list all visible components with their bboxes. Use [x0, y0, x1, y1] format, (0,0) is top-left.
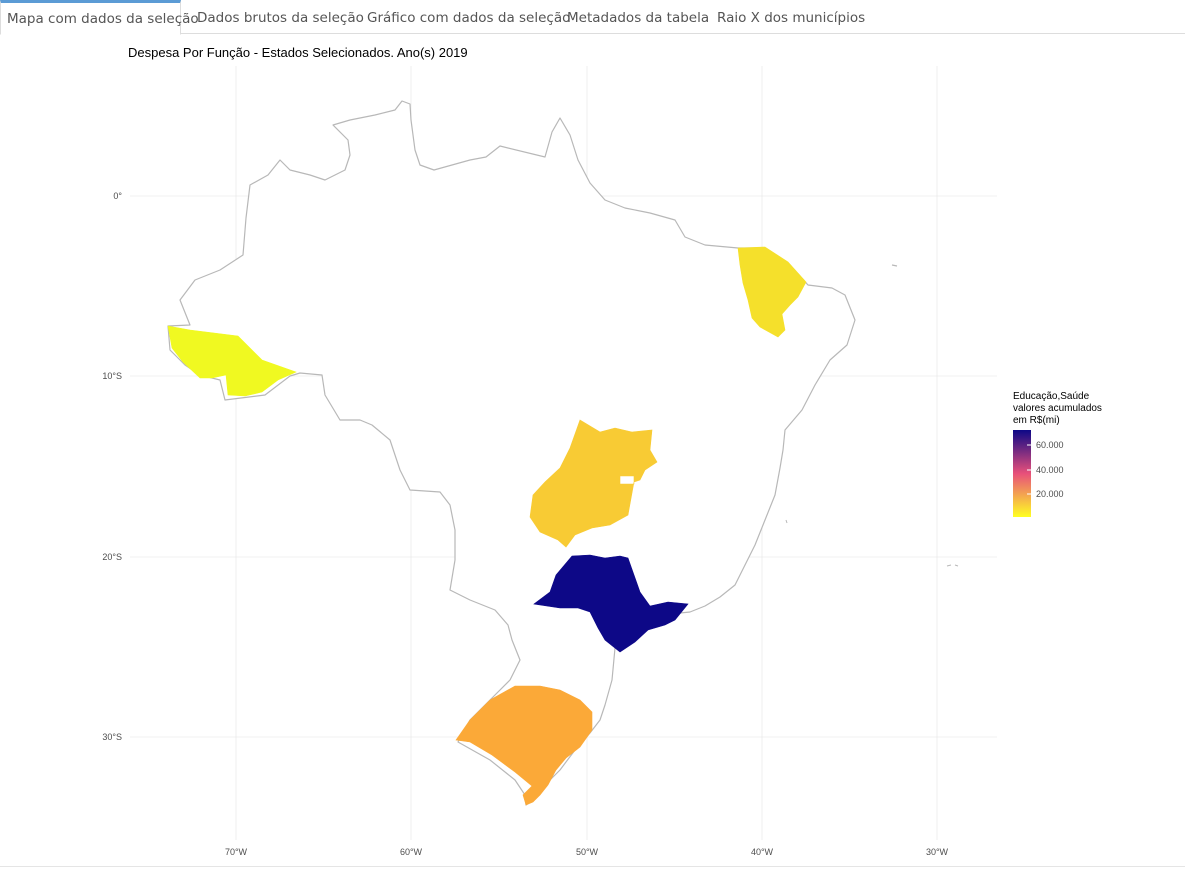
state-goias — [529, 419, 658, 548]
lat-tick-30s: 30°S — [102, 732, 122, 742]
island-trindade — [946, 564, 959, 567]
legend-tick-40000: 40.000 — [1036, 465, 1064, 475]
bottom-divider — [0, 866, 1185, 867]
legend-title-line-2: valores acumulados — [1013, 403, 1102, 414]
lat-tick-10s: 10°S — [102, 371, 122, 381]
state-acre — [167, 325, 297, 397]
lat-tick-0: 0° — [113, 191, 122, 201]
tab-metadata[interactable]: Metadados da tabela — [567, 10, 710, 26]
island-abrolhos — [785, 519, 788, 524]
map-chart: Despesa Por Função - Estados Selecionado… — [102, 45, 1102, 857]
tab-municipalities-xray[interactable]: Raio X dos municípios — [717, 10, 866, 26]
lon-tick-40w: 40°W — [751, 847, 774, 857]
legend-color-bar — [1013, 430, 1031, 517]
legend: Educação,Saúde valores acumulados em R$(… — [1013, 391, 1102, 517]
tab-raw-data[interactable]: Dados brutos da seleção — [197, 10, 364, 26]
state-rio-grande-do-sul — [455, 685, 593, 806]
lat-tick-20s: 20°S — [102, 552, 122, 562]
lon-tick-60w: 60°W — [400, 847, 423, 857]
legend-title-line-3: em R$(mi) — [1013, 415, 1060, 426]
legend-tick-20000: 20.000 — [1036, 489, 1064, 499]
tab-chart[interactable]: Gráfico com dados da seleção — [367, 10, 571, 26]
state-sao-paulo — [533, 554, 689, 653]
legend-tick-60000: 60.000 — [1036, 440, 1064, 450]
tab-bar: Mapa com dados da seleção Dados brutos d… — [0, 0, 1185, 35]
lon-tick-50w: 50°W — [576, 847, 599, 857]
lon-tick-30w: 30°W — [926, 847, 949, 857]
tab-map[interactable]: Mapa com dados da seleção — [0, 0, 199, 35]
lon-tick-70w: 70°W — [225, 847, 248, 857]
state-ceara — [737, 246, 807, 338]
map-title: Despesa Por Função - Estados Selecionado… — [128, 45, 468, 60]
legend-title-line-1: Educação,Saúde — [1013, 391, 1090, 402]
island-fernando-de-noronha — [891, 264, 898, 267]
